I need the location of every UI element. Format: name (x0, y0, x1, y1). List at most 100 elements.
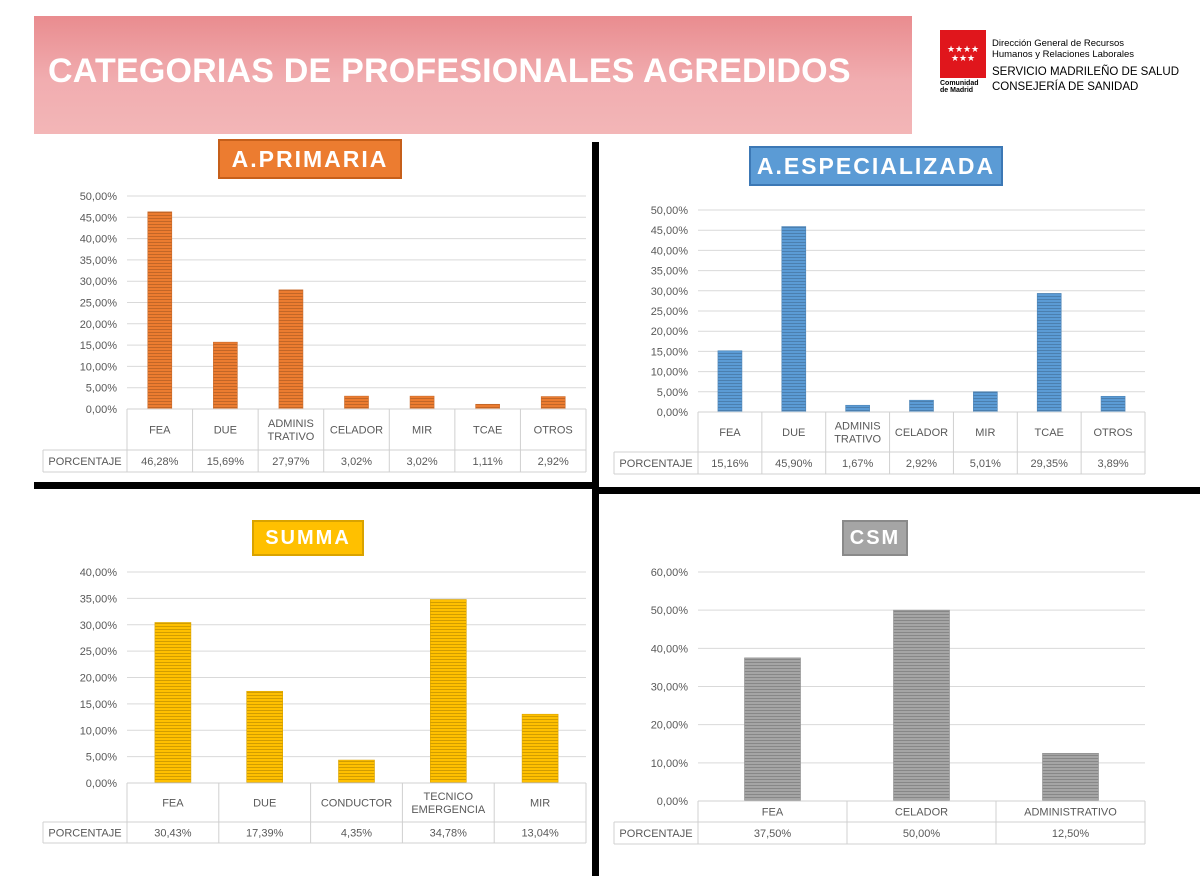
category-label: DUE (782, 427, 805, 439)
category-label: TCAE (1035, 427, 1064, 439)
y-tick-label: 10,00% (80, 725, 118, 737)
panel-title-summa: SUMMA (252, 520, 364, 556)
y-tick-label: 5,00% (86, 383, 117, 395)
vertical-divider (592, 142, 599, 876)
category-label: FEA (149, 425, 171, 437)
data-value-label: 1,67% (842, 458, 873, 470)
data-value-label: 46,28% (141, 456, 179, 468)
bar (744, 657, 801, 802)
category-label: FEA (762, 807, 784, 819)
data-value-label: 34,78% (430, 828, 468, 840)
category-label: CELADOR (895, 807, 948, 819)
category-label: CONDUCTOR (321, 798, 392, 810)
y-tick-label: 25,00% (80, 298, 118, 310)
category-label: MIR (975, 427, 995, 439)
y-tick-label: 40,00% (651, 643, 689, 655)
data-value-label: 2,92% (906, 458, 937, 470)
data-value-label: 15,16% (711, 458, 749, 470)
y-tick-label: 45,00% (80, 212, 118, 224)
data-value-label: 3,89% (1097, 458, 1128, 470)
y-tick-label: 50,00% (80, 191, 118, 203)
category-label: EMERGENCIA (411, 804, 486, 816)
bar (717, 350, 743, 413)
y-tick-label: 40,00% (80, 234, 118, 246)
category-label: FEA (162, 798, 184, 810)
category-label: ADMINIS (268, 418, 314, 430)
category-label: CELADOR (330, 425, 383, 437)
data-value-label: 30,43% (154, 828, 192, 840)
category-label: TECNICO (424, 791, 474, 803)
category-label: DUE (253, 798, 276, 810)
category-label: DUE (214, 425, 237, 437)
category-label: OTROS (534, 425, 573, 437)
y-tick-label: 0,00% (657, 407, 688, 419)
data-value-label: 13,04% (521, 828, 559, 840)
logo-line-2: Humanos y Relaciones Laborales (992, 49, 1135, 60)
panel-title-csm: CSM (842, 520, 908, 556)
category-label: CELADOR (895, 427, 948, 439)
y-tick-label: 5,00% (86, 752, 117, 764)
logo-line-3: SERVICIO MADRILEÑO DE SALUD (992, 66, 1180, 78)
category-label: FEA (719, 427, 741, 439)
madrid-flag-icon: ★ ★ ★ ★ ★ ★ ★ (940, 30, 986, 78)
organization-logo: ★ ★ ★ ★ ★ ★ ★ Comunidad de Madrid Dirección Gen… (940, 30, 1190, 100)
data-value-label: 45,90% (775, 458, 813, 470)
category-label: TRATIVO (267, 431, 314, 443)
data-value-label: 29,35% (1031, 458, 1069, 470)
y-tick-label: 20,00% (80, 319, 118, 331)
panel-title-especializada: A.ESPECIALIZADA (749, 146, 1003, 186)
data-value-label: 50,00% (903, 828, 941, 840)
series-name-label: PORCENTAJE (48, 828, 121, 840)
y-tick-label: 35,00% (651, 266, 689, 278)
bar (1042, 752, 1099, 802)
bar (893, 609, 950, 802)
panel-title-primaria: A.PRIMARIA (218, 139, 402, 179)
y-tick-label: 0,00% (86, 778, 117, 790)
y-tick-label: 10,00% (651, 758, 689, 770)
y-tick-label: 60,00% (651, 567, 689, 579)
y-tick-label: 30,00% (651, 682, 689, 694)
y-tick-label: 40,00% (651, 245, 689, 257)
y-tick-label: 5,00% (657, 387, 688, 399)
series-name-label: PORCENTAJE (619, 828, 692, 840)
data-value-label: 37,50% (754, 828, 792, 840)
data-value-label: 27,97% (272, 456, 310, 468)
y-tick-label: 50,00% (651, 205, 689, 217)
bar (1036, 293, 1062, 413)
data-value-label: 3,02% (341, 456, 372, 468)
title-banner (34, 16, 912, 134)
logo-region-name: Comunidad de Madrid (940, 80, 979, 94)
series-name-label: PORCENTAJE (619, 458, 692, 470)
y-tick-label: 40,00% (80, 567, 118, 579)
bar (147, 211, 173, 410)
category-label: TCAE (473, 425, 502, 437)
page-title: CATEGORIAS DE PROFESIONALES AGREDIDOS (48, 52, 851, 90)
category-label: ADMINIS (835, 421, 881, 433)
y-tick-label: 10,00% (651, 367, 689, 379)
category-label: ADMINISTRATIVO (1024, 807, 1117, 819)
y-tick-label: 50,00% (651, 605, 689, 617)
y-tick-label: 30,00% (80, 276, 118, 288)
data-value-label: 3,02% (406, 456, 437, 468)
data-value-label: 4,35% (341, 828, 372, 840)
horizontal-divider-left (34, 482, 593, 489)
y-tick-label: 45,00% (651, 225, 689, 237)
y-tick-label: 35,00% (80, 593, 118, 605)
y-tick-label: 35,00% (80, 255, 118, 267)
y-tick-label: 15,00% (80, 340, 118, 352)
data-value-label: 15,69% (207, 456, 245, 468)
y-tick-label: 25,00% (80, 646, 118, 658)
series-name-label: PORCENTAJE (48, 456, 121, 468)
category-label: TRATIVO (834, 434, 881, 446)
y-tick-label: 0,00% (86, 404, 117, 416)
category-label: MIR (530, 798, 550, 810)
logo-line-1: Dirección General de Recursos (992, 38, 1125, 49)
y-tick-label: 15,00% (651, 346, 689, 358)
data-value-label: 17,39% (246, 828, 284, 840)
y-tick-label: 0,00% (657, 796, 688, 808)
bar (213, 341, 238, 410)
data-value-label: 1,11% (472, 456, 503, 468)
y-tick-label: 30,00% (651, 286, 689, 298)
y-tick-label: 20,00% (651, 720, 689, 732)
